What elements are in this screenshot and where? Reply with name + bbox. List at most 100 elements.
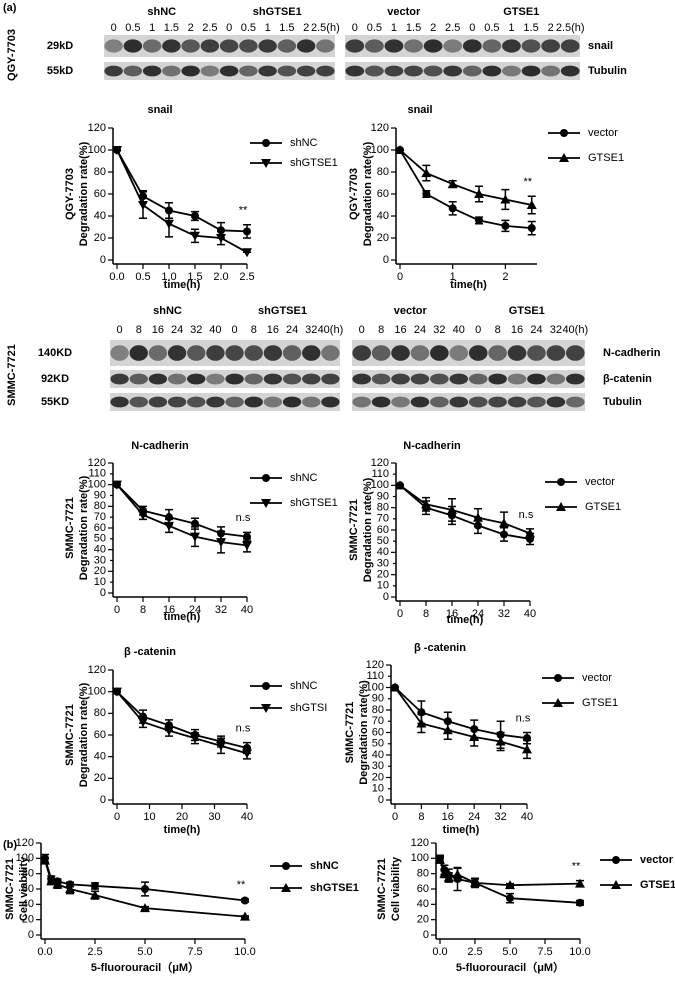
marker	[421, 499, 431, 509]
lane-label: 1	[508, 22, 514, 34]
blot-band	[258, 39, 277, 53]
series-line	[399, 149, 532, 206]
significance-label: n.s	[519, 509, 534, 521]
x-tick-label: 32	[494, 811, 506, 823]
marker	[90, 890, 100, 900]
lane-label: 2.5	[202, 22, 217, 34]
blot-band	[296, 65, 316, 77]
x-tick-label: 24	[468, 811, 480, 823]
x-tick-label: 30	[208, 811, 220, 823]
blot-band	[391, 373, 410, 385]
molecular-weight: 140KD	[38, 347, 72, 359]
marker	[262, 682, 270, 690]
y-axis-label: Degradation rate(%)	[78, 475, 90, 580]
lane-label: 1.5	[406, 22, 421, 34]
blot-band	[443, 39, 463, 53]
x-axis-label: time(h)	[447, 614, 484, 626]
blot-band	[263, 373, 283, 385]
marker	[556, 502, 566, 511]
blot-band	[200, 65, 220, 77]
cell-line-label: SMMC-7721	[344, 702, 356, 764]
marker	[448, 204, 457, 213]
x-axis-label: time(h)	[164, 824, 201, 836]
marker	[164, 521, 174, 531]
x-tick-label: 0	[114, 811, 120, 823]
marker	[191, 519, 199, 528]
lane-label: 2.5(h)	[311, 22, 340, 34]
x-tick-label: 7.5	[537, 946, 552, 958]
y-tick-label: 60	[377, 524, 389, 536]
x-tick-label: 16	[163, 604, 175, 616]
marker	[138, 718, 148, 727]
blot-band	[352, 373, 372, 385]
blot-band	[302, 345, 321, 361]
group-label: shGTSE1	[253, 6, 302, 18]
x-tick-label: 5.0	[502, 946, 517, 958]
blot-band	[282, 373, 302, 385]
blot-band	[502, 39, 521, 53]
blot-band	[560, 39, 580, 53]
blot-band	[521, 39, 541, 53]
marker	[190, 734, 200, 744]
lane-label: 1.5	[279, 22, 294, 34]
lane-label: 40	[453, 324, 465, 336]
lane-label: 24	[530, 324, 542, 336]
blot-band	[546, 396, 566, 408]
group-label: GTSE1	[509, 305, 545, 317]
marker	[447, 504, 457, 514]
marker	[452, 869, 463, 879]
lane-label: 1	[265, 22, 271, 34]
protein-label: β-catenin	[603, 373, 652, 385]
blot-band	[488, 373, 507, 385]
marker	[138, 201, 148, 210]
significance-label: n.s	[516, 712, 531, 724]
blot-band	[430, 396, 449, 408]
x-tick-label: 1.0	[161, 271, 176, 283]
marker	[261, 159, 271, 168]
x-axis-label: time(h)	[450, 279, 487, 291]
y-tick-label: 100	[371, 479, 389, 491]
marker	[191, 212, 199, 220]
blot-band	[364, 39, 384, 53]
blot-band	[316, 65, 335, 77]
blot-band	[104, 39, 123, 53]
y-tick-label: 120	[371, 122, 389, 134]
x-tick-label: 0.0	[37, 946, 52, 958]
blot-band	[187, 345, 206, 361]
y-tick-label: 120	[371, 457, 389, 469]
y-axis-label: Cell viability	[18, 856, 30, 921]
marker	[141, 885, 149, 893]
y-tick-label: 80	[22, 868, 34, 880]
legend-label: GTSE1	[585, 501, 621, 513]
lane-label: 2.5(h)	[556, 22, 585, 34]
y-tick-label: 50	[377, 535, 389, 547]
blot-band	[321, 396, 340, 408]
legend-label: shNC	[290, 472, 318, 484]
lane-label: 24	[286, 324, 298, 336]
marker	[612, 856, 620, 864]
y-tick-label: 30	[94, 554, 106, 566]
lane-label: 8	[378, 324, 384, 336]
chart-title: snail	[147, 104, 172, 116]
blot-band	[565, 396, 585, 408]
blot-band	[462, 65, 482, 77]
blot-band	[404, 39, 423, 53]
y-axis-label: Degradation rate(%)	[78, 141, 90, 246]
blot-band	[449, 373, 469, 385]
y-tick-label: 30	[377, 557, 389, 569]
marker	[262, 474, 270, 482]
group-label: shNC	[153, 305, 182, 317]
lane-label: 0	[475, 324, 481, 336]
blot-band	[239, 39, 258, 53]
marker	[46, 876, 57, 886]
marker	[242, 541, 252, 551]
blot-band	[507, 373, 527, 385]
blot-band	[296, 39, 316, 53]
y-tick-label: 40	[22, 898, 34, 910]
blot-band	[321, 373, 340, 385]
blot-band	[206, 396, 225, 408]
blot-band	[110, 345, 129, 361]
blot-band	[423, 65, 443, 77]
y-tick-label: 80	[377, 502, 389, 514]
marker	[439, 868, 450, 878]
